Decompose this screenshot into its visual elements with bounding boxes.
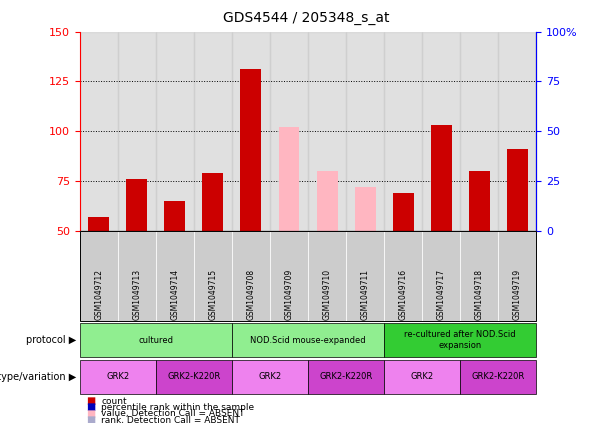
Text: genotype/variation ▶: genotype/variation ▶ <box>0 372 77 382</box>
Bar <box>240 69 261 231</box>
Bar <box>393 193 414 231</box>
Text: GDS4544 / 205348_s_at: GDS4544 / 205348_s_at <box>223 11 390 25</box>
Text: count: count <box>101 396 127 406</box>
Bar <box>232 32 270 231</box>
Bar <box>80 32 118 231</box>
Text: GRK2: GRK2 <box>259 372 281 382</box>
Text: GSM1049712: GSM1049712 <box>94 269 103 320</box>
Text: GRK2-K220R: GRK2-K220R <box>167 372 221 382</box>
Bar <box>431 125 452 231</box>
Bar <box>460 32 498 231</box>
Text: GRK2-K220R: GRK2-K220R <box>471 372 525 382</box>
Bar <box>118 32 156 231</box>
Text: GSM1049715: GSM1049715 <box>208 269 218 320</box>
Text: ■: ■ <box>86 415 95 423</box>
Bar <box>194 32 232 231</box>
Bar <box>469 171 490 231</box>
Bar <box>126 179 147 231</box>
Text: GSM1049713: GSM1049713 <box>132 269 141 320</box>
Text: GSM1049718: GSM1049718 <box>475 269 484 320</box>
Bar <box>355 187 376 231</box>
Text: GRK2: GRK2 <box>411 372 434 382</box>
Bar <box>156 32 194 231</box>
Text: value, Detection Call = ABSENT: value, Detection Call = ABSENT <box>101 409 245 418</box>
Text: NOD.Scid mouse-expanded: NOD.Scid mouse-expanded <box>250 335 366 345</box>
Bar <box>202 173 223 231</box>
Bar <box>270 32 308 231</box>
Text: rank, Detection Call = ABSENT: rank, Detection Call = ABSENT <box>101 415 240 423</box>
Bar <box>346 32 384 231</box>
Text: re-cultured after NOD.Scid
expansion: re-cultured after NOD.Scid expansion <box>405 330 516 350</box>
Text: percentile rank within the sample: percentile rank within the sample <box>101 403 254 412</box>
Text: GRK2-K220R: GRK2-K220R <box>319 372 373 382</box>
Bar <box>88 217 109 231</box>
Text: GSM1049708: GSM1049708 <box>246 269 256 320</box>
Text: GSM1049710: GSM1049710 <box>322 269 332 320</box>
Bar <box>498 32 536 231</box>
Text: GSM1049717: GSM1049717 <box>436 269 446 320</box>
Bar <box>384 32 422 231</box>
Bar <box>278 127 300 231</box>
Bar <box>308 32 346 231</box>
Bar <box>316 171 338 231</box>
Text: cultured: cultured <box>139 335 173 345</box>
Text: ■: ■ <box>86 396 95 406</box>
Bar <box>507 149 528 231</box>
Text: GSM1049714: GSM1049714 <box>170 269 180 320</box>
Text: GSM1049719: GSM1049719 <box>513 269 522 320</box>
Text: ■: ■ <box>86 402 95 412</box>
Text: GSM1049711: GSM1049711 <box>360 269 370 320</box>
Text: GSM1049709: GSM1049709 <box>284 269 294 320</box>
Text: GSM1049716: GSM1049716 <box>398 269 408 320</box>
Text: protocol ▶: protocol ▶ <box>26 335 77 345</box>
Text: ■: ■ <box>86 409 95 419</box>
Text: GRK2: GRK2 <box>106 372 129 382</box>
Bar <box>422 32 460 231</box>
Bar <box>164 201 185 231</box>
